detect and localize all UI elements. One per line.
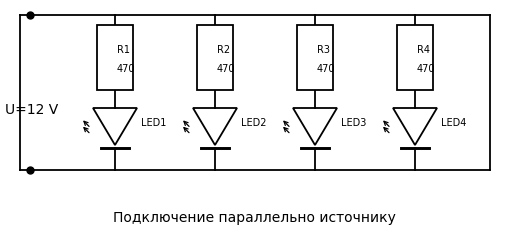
Text: LED1: LED1 bbox=[141, 118, 167, 128]
Text: R1: R1 bbox=[117, 45, 130, 55]
Text: Подключение параллельно источнику: Подключение параллельно источнику bbox=[113, 211, 395, 225]
Bar bbox=[97, 25, 133, 90]
Bar bbox=[397, 25, 433, 90]
Text: 470: 470 bbox=[117, 64, 136, 74]
Text: LED2: LED2 bbox=[241, 118, 267, 128]
Text: R3: R3 bbox=[317, 45, 330, 55]
Text: LED4: LED4 bbox=[441, 118, 466, 128]
Bar bbox=[197, 25, 233, 90]
Text: U=12 V: U=12 V bbox=[5, 103, 58, 117]
Text: 470: 470 bbox=[417, 64, 435, 74]
Bar bbox=[297, 25, 333, 90]
Text: 470: 470 bbox=[317, 64, 335, 74]
Text: R2: R2 bbox=[217, 45, 230, 55]
Text: R4: R4 bbox=[417, 45, 430, 55]
Text: LED3: LED3 bbox=[341, 118, 366, 128]
Text: 470: 470 bbox=[217, 64, 236, 74]
